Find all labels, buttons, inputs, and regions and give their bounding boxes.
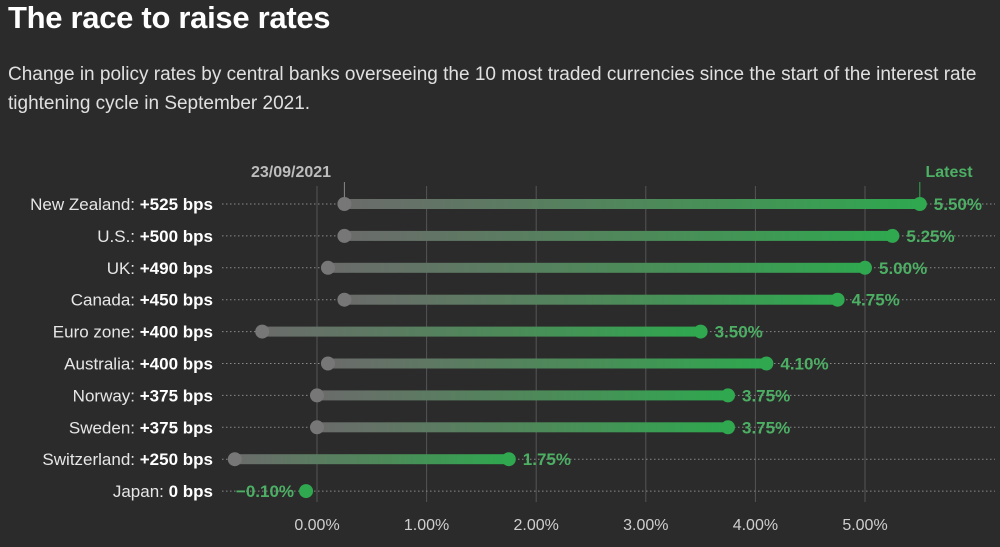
country-name: Norway: <box>73 386 140 405</box>
country-name: New Zealand: <box>30 195 140 214</box>
start-dot <box>310 388 324 403</box>
latest-dot <box>299 484 314 499</box>
change-bar <box>234 454 509 465</box>
change-bar <box>327 262 866 273</box>
rate-change: +250 bps <box>140 450 213 469</box>
rate-change: +525 bps <box>140 195 213 214</box>
change-bar <box>344 230 893 241</box>
row-label: U.S.: +500 bps <box>97 227 213 246</box>
row-label: New Zealand: +525 bps <box>30 195 213 214</box>
latest-value-label: 1.75% <box>523 450 571 469</box>
latest-dot <box>693 324 708 339</box>
latest-dot <box>858 260 872 275</box>
start-dot <box>337 228 352 243</box>
rate-change: +500 bps <box>140 227 213 246</box>
rate-change: +400 bps <box>140 355 213 374</box>
start-dot <box>255 324 270 339</box>
rate-change: +375 bps <box>140 386 213 405</box>
country-name: Australia: <box>64 355 140 374</box>
start-dot <box>320 356 335 371</box>
x-tick-label: 4.00% <box>733 517 778 534</box>
x-tick-label: 3.00% <box>623 517 668 534</box>
row-label: Euro zone: +400 bps <box>53 323 213 342</box>
country-name: U.S.: <box>97 227 140 246</box>
latest-value-label: 3.50% <box>715 323 763 342</box>
row-label: Canada: +450 bps <box>71 291 213 310</box>
latest-value-label: 3.75% <box>742 418 790 437</box>
change-bar <box>317 390 728 401</box>
rate-change: 0 bps <box>169 482 213 501</box>
latest-dot <box>721 388 735 403</box>
latest-dot <box>912 197 927 211</box>
latest-value-label: 5.50% <box>934 195 982 214</box>
x-tick-label: 1.00% <box>404 517 449 534</box>
row-label: UK: +490 bps <box>107 259 213 278</box>
latest-value-label: 4.10% <box>780 355 828 374</box>
x-tick-label: 5.00% <box>842 517 887 534</box>
chart-title: The race to raise rates <box>8 0 331 35</box>
country-name: Euro zone: <box>53 323 140 342</box>
latest-dot <box>830 292 845 307</box>
rate-change: +490 bps <box>140 259 213 278</box>
row-label: Sweden: +375 bps <box>69 418 213 437</box>
country-name: Sweden: <box>69 418 140 437</box>
x-tick-label: 2.00% <box>514 517 559 534</box>
latest-value-label: 4.75% <box>852 291 900 310</box>
change-bar <box>327 358 767 369</box>
rate-change: +450 bps <box>140 291 213 310</box>
start-dot <box>337 292 352 307</box>
row-label: Switzerland: +250 bps <box>42 450 213 469</box>
rate-change: +375 bps <box>140 418 213 437</box>
latest-dot <box>721 420 735 435</box>
start-date-label: 23/09/2021 <box>251 164 331 181</box>
change-bar <box>344 294 838 305</box>
latest-dot <box>759 356 774 371</box>
start-dot <box>227 452 242 467</box>
change-bar <box>317 422 728 433</box>
start-dot <box>337 197 352 211</box>
row-label: Australia: +400 bps <box>64 355 213 374</box>
country-name: UK: <box>107 259 140 278</box>
rate-change: +400 bps <box>140 323 213 342</box>
latest-value-label: 5.25% <box>906 227 954 246</box>
country-name: Canada: <box>71 291 140 310</box>
change-bar <box>344 199 920 209</box>
latest-value-label: −0.10% <box>236 482 294 501</box>
latest-label: Latest <box>925 164 973 181</box>
country-name: Japan: <box>113 482 169 501</box>
start-dot <box>310 420 324 435</box>
latest-dot <box>885 228 900 243</box>
latest-dot <box>501 452 516 467</box>
country-name: Switzerland: <box>42 450 139 469</box>
latest-value-label: 3.75% <box>742 386 790 405</box>
row-label: Norway: +375 bps <box>73 386 213 405</box>
change-bar <box>262 326 701 337</box>
chart-subtitle: Change in policy rates by central banks … <box>8 64 977 114</box>
latest-value-label: 5.00% <box>879 259 927 278</box>
row-label: Japan: 0 bps <box>113 482 213 501</box>
start-dot <box>320 260 335 275</box>
x-tick-label: 0.00% <box>294 517 339 534</box>
